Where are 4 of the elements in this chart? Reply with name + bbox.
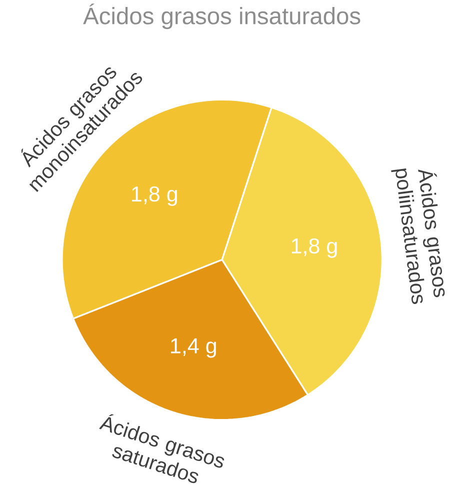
- text: Ácidos grasos insaturados: [83, 4, 360, 30]
- data-label: 1,8 g: [292, 238, 337, 258]
- data-label: 1,4 g: [171, 338, 216, 358]
- slice-label: Ácidos grasos poliinsaturados: [391, 168, 445, 304]
